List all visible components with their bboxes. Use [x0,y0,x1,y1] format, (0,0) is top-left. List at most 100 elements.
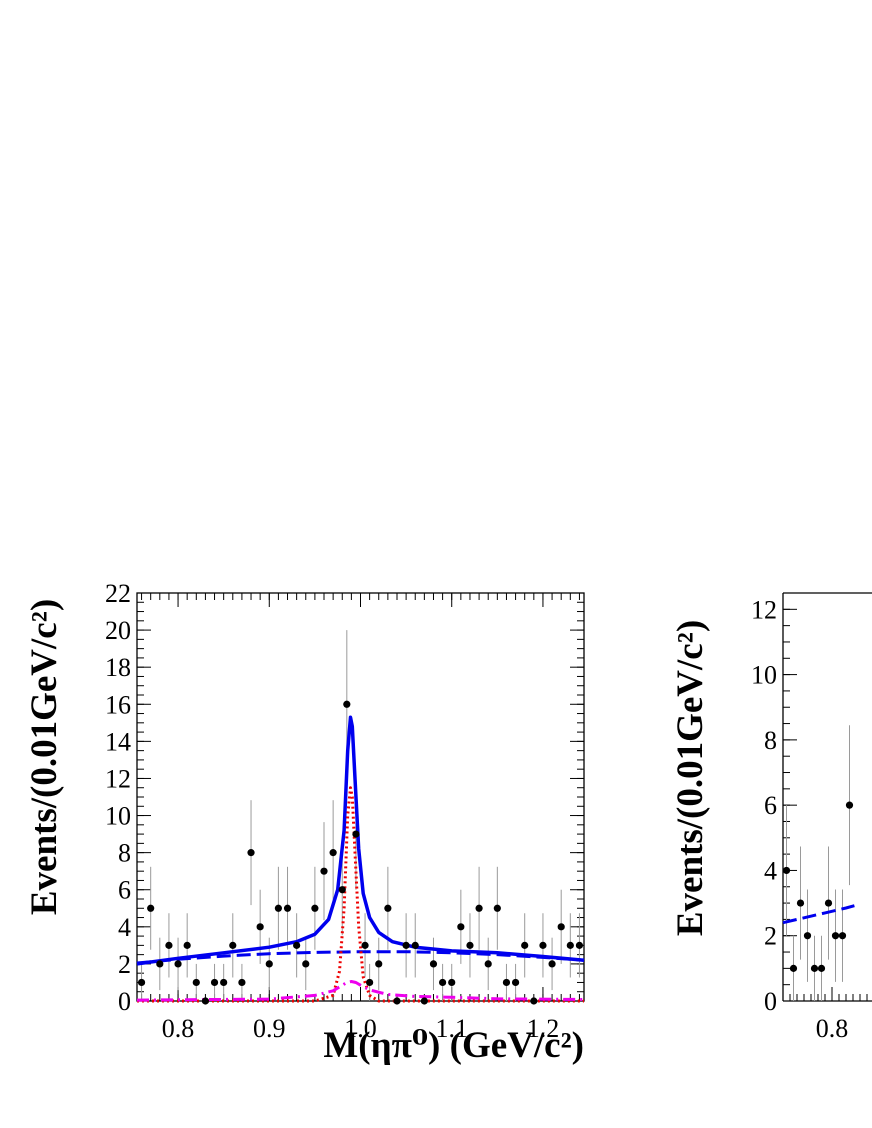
left-y-tick-label: 18 [105,653,131,682]
left-data-point [256,923,264,931]
left-data-point [557,923,565,931]
left-data-point [311,904,319,912]
left-y-tick-label: 8 [118,839,131,868]
right-data-point [817,964,826,972]
left-data-point [511,978,520,987]
right-y-axis-title: Events/(0.01GeV/c²) [670,620,711,936]
right-data-point [845,801,854,809]
left-data-point [201,997,210,1005]
left-data-point [539,941,547,949]
right-y-tick-label: 12 [751,595,777,624]
left-data-point [575,941,584,949]
right-y-tick-label: 0 [764,987,777,1016]
right-y-tick-label: 2 [764,922,777,951]
left-data-point [502,978,511,987]
right-y-tick-label: 6 [764,791,777,820]
left-y-tick-label: 4 [118,913,131,942]
right-data-point [831,932,840,940]
right-data-point [838,932,847,940]
right-data-point [796,899,805,907]
right-data-point [789,964,798,972]
left-y-tick-label: 20 [105,616,131,645]
left-data-point [402,941,410,949]
left-x-tick-label: 1.2 [527,1014,560,1043]
left-data-point [302,960,310,968]
left-data-point [411,941,419,949]
left-data-point [439,978,447,987]
left-data-point [274,904,282,912]
left-fit-curve-solid [136,715,585,966]
right-data-point [803,932,812,940]
left-data-point [165,941,173,949]
left-data-point [484,960,492,968]
left-data-point [147,904,155,912]
left-tick-labels: 0 2 4 6 8 10 12 14 16 18 20 22 0.8 0.9 1.0 1.1 1.2 [105,579,559,1043]
left-data-point [338,886,346,894]
left-y-tick-label: 12 [105,764,131,793]
left-data-point [521,941,529,949]
left-data-point [329,849,337,857]
left-data-point [566,941,574,949]
right-y-tick-label: 4 [764,856,777,885]
left-data-point [247,849,255,857]
left-data-point [238,978,246,987]
left-data-point [183,941,191,949]
left-data-point [420,997,428,1005]
right-data-point [824,899,833,907]
left-data-point [352,830,360,838]
right-data-point [782,866,791,875]
left-y-tick-label: 22 [105,579,131,608]
left-x-tick-label: 1.0 [344,1014,377,1043]
left-data-point [192,978,200,987]
left-y-tick-label: 0 [118,987,131,1016]
left-data-point [343,700,351,708]
left-data-point [393,997,401,1005]
left-data-point [137,978,146,987]
left-data-point [375,960,383,968]
left-y-tick-label: 10 [105,802,131,831]
left-data-point [466,941,474,949]
right-y-tick-label: 8 [764,726,777,755]
right-panel: 0 2 4 6 8 10 12 0.8 Events/(0.01GeV/c²) [670,592,872,1043]
left-data-point [220,978,228,987]
left-y-tick-label: 2 [118,950,131,979]
left-data-point [156,960,164,968]
left-data-point [229,941,237,949]
left-y-tick-label: 14 [105,727,131,756]
left-data-point [210,978,219,987]
right-fit-curve-dashed [782,904,855,925]
left-data-points [137,700,584,1005]
left-data-point [530,997,538,1005]
left-data-point [283,904,292,912]
left-data-point [457,923,465,931]
left-y-tick-label: 16 [105,690,131,719]
left-data-point [429,960,438,968]
left-y-tick-label: 6 [118,876,131,905]
right-data-points [782,801,854,972]
left-data-point [448,978,456,987]
left-panel: 0 2 4 6 8 10 12 14 16 18 20 22 0.8 0.9 1.0 1.1 1.2 Event… [24,579,585,1066]
left-data-point [548,960,556,968]
left-data-point [475,904,483,912]
left-data-point [265,960,273,968]
left-data-point [361,941,369,949]
right-x-tick-label: 0.8 [816,1014,849,1043]
left-fit-curve-dashdot [136,980,585,1002]
right-fit-curves [782,904,855,925]
left-x-tick-label: 1.1 [435,1014,468,1043]
left-fit-curves [136,715,585,1003]
left-data-point [320,867,328,875]
left-data-point [293,941,301,949]
left-x-axis-title: M(ηπ⁰) (GeV/c²) [323,1025,584,1066]
left-x-tick-label: 0.8 [162,1014,195,1043]
left-data-point [174,960,182,968]
right-y-tick-label: 10 [751,661,777,690]
left-x-tick-label: 0.9 [253,1014,286,1043]
left-data-point [366,978,374,987]
left-y-axis-title: Events/(0.01GeV/c²) [24,599,65,915]
left-data-point [384,904,392,912]
left-data-point [493,904,501,912]
right-data-point [810,964,819,972]
